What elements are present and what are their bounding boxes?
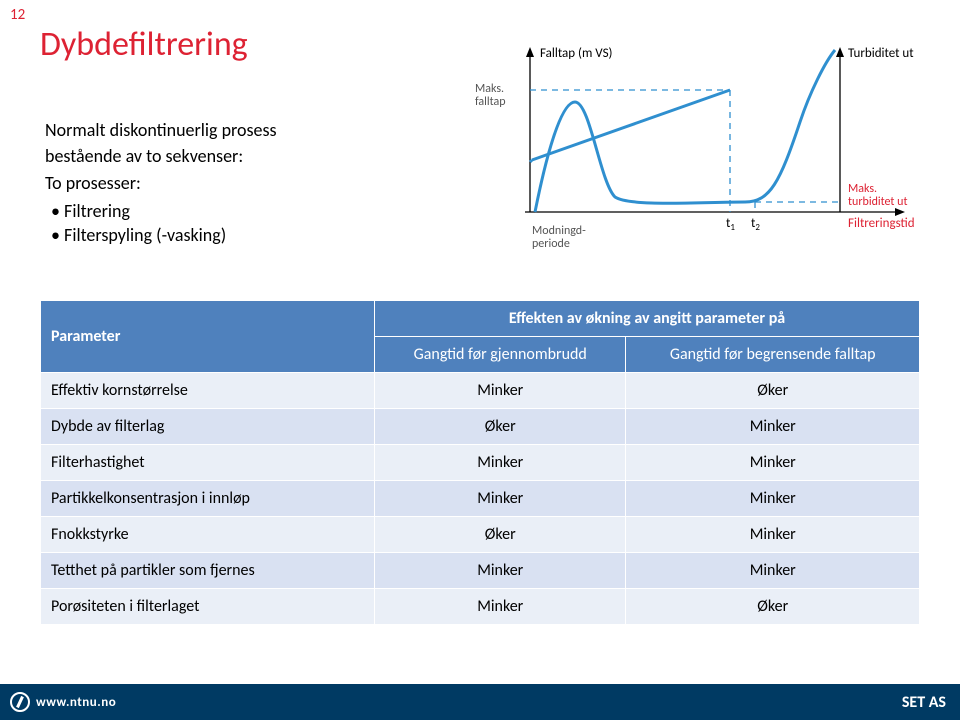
body-line-3: To prosesser: bbox=[45, 171, 465, 195]
cell-val-b: Øker bbox=[626, 373, 920, 409]
y1-axis-label: Falltap (m VS) bbox=[540, 46, 613, 61]
cell-val-b: Minker bbox=[626, 481, 920, 517]
page-number: 12 bbox=[10, 6, 25, 24]
cell-val-a: Minker bbox=[375, 445, 626, 481]
x-axis-label: Filtreringstid bbox=[848, 216, 915, 231]
cell-param: Partikkelkonsentrasjon i innløp bbox=[41, 481, 375, 517]
body-text: Normalt diskontinuerlig prosess beståend… bbox=[45, 118, 465, 247]
cell-val-b: Øker bbox=[626, 589, 920, 625]
cell-param: Fnokkstyrke bbox=[41, 517, 375, 553]
parameter-table-wrap: Parameter Effekten av økning av angitt p… bbox=[40, 300, 920, 625]
set-as-label: SET AS bbox=[902, 693, 946, 712]
body-line-2: bestående av to sekvenser: bbox=[45, 144, 465, 168]
th-parameter: Parameter bbox=[41, 301, 375, 373]
body-line-1: Normalt diskontinuerlig prosess bbox=[45, 118, 465, 142]
ntnu-logo-icon bbox=[10, 692, 30, 712]
footer-bar: www.ntnu.no SET AS bbox=[0, 684, 960, 720]
ntnu-logo: www.ntnu.no bbox=[0, 684, 160, 720]
cell-val-b: Minker bbox=[626, 553, 920, 589]
ntnu-logo-text: www.ntnu.no bbox=[36, 695, 116, 710]
table-row: Tetthet på partikler som fjernes Minker … bbox=[41, 553, 920, 589]
filtreringstid-chart: Falltap (m VS) Turbiditet ut Maks.fallta… bbox=[470, 42, 930, 252]
cell-val-b: Minker bbox=[626, 445, 920, 481]
body-bullets: Filtrering Filterspyling (-vasking) bbox=[51, 199, 465, 248]
modning-label: Modningd-periode bbox=[532, 224, 586, 251]
cell-param: Filterhastighet bbox=[41, 445, 375, 481]
bullet-filterspyling: Filterspyling (-vasking) bbox=[51, 223, 465, 247]
cell-val-a: Øker bbox=[375, 517, 626, 553]
cell-param: Porøsiteten i filterlaget bbox=[41, 589, 375, 625]
parameter-table: Parameter Effekten av økning av angitt p… bbox=[40, 300, 920, 625]
th-effekt-span: Effekten av økning av angitt parameter p… bbox=[375, 301, 920, 337]
t2-label: t2 bbox=[751, 216, 760, 233]
cell-param: Dybde av filterlag bbox=[41, 409, 375, 445]
slide-page: 12 Dybdefiltrering Normalt diskontinuerl… bbox=[0, 0, 960, 720]
cell-val-a: Minker bbox=[375, 553, 626, 589]
cell-val-a: Minker bbox=[375, 481, 626, 517]
cell-val-b: Minker bbox=[626, 517, 920, 553]
table-row: Dybde av filterlag Øker Minker bbox=[41, 409, 920, 445]
maks-falltap-label: Maks.falltap bbox=[475, 82, 506, 109]
th-gangtid-gjennombrudd: Gangtid før gjennombrudd bbox=[375, 337, 626, 373]
cell-val-a: Øker bbox=[375, 409, 626, 445]
cell-param: Tetthet på partikler som fjernes bbox=[41, 553, 375, 589]
page-title: Dybdefiltrering bbox=[40, 24, 248, 65]
cell-param: Effektiv kornstørrelse bbox=[41, 373, 375, 409]
table-row: Effektiv kornstørrelse Minker Øker bbox=[41, 373, 920, 409]
table-row: Filterhastighet Minker Minker bbox=[41, 445, 920, 481]
bullet-filtrering: Filtrering bbox=[51, 199, 465, 223]
table-row: Partikkelkonsentrasjon i innløp Minker M… bbox=[41, 481, 920, 517]
y2-axis-label: Turbiditet ut bbox=[848, 46, 914, 61]
th-gangtid-falltap: Gangtid før begrensende falltap bbox=[626, 337, 920, 373]
cell-val-b: Minker bbox=[626, 409, 920, 445]
t1-label: t1 bbox=[726, 216, 735, 233]
cell-val-a: Minker bbox=[375, 589, 626, 625]
cell-val-a: Minker bbox=[375, 373, 626, 409]
maks-turbiditet-label: Maks.turbiditet ut bbox=[848, 182, 907, 209]
table-row: Porøsiteten i filterlaget Minker Øker bbox=[41, 589, 920, 625]
table-row: Fnokkstyrke Øker Minker bbox=[41, 517, 920, 553]
